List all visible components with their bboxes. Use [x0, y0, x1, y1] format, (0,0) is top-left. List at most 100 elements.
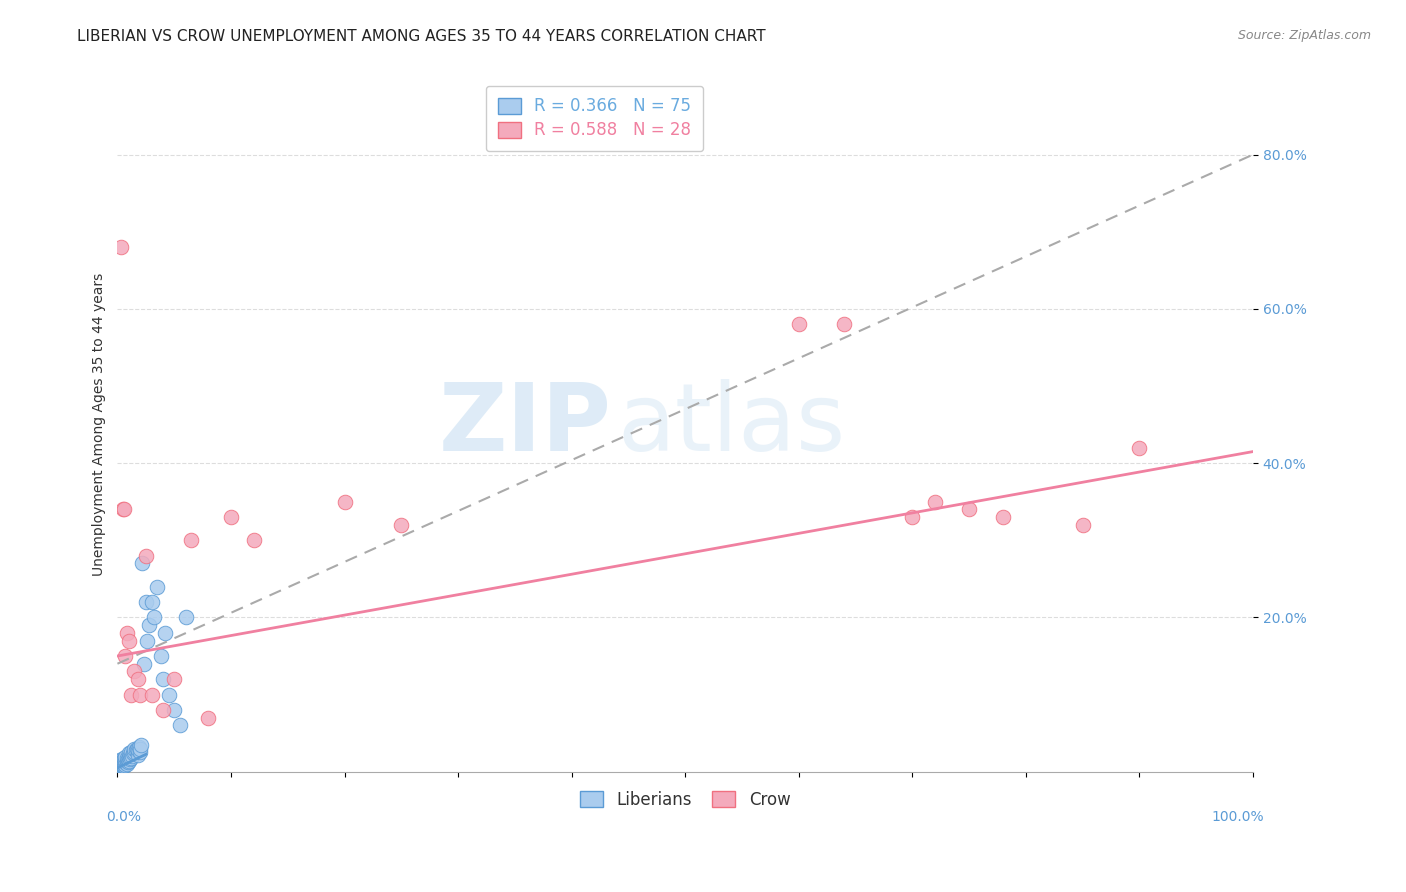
Point [108, 756, 131, 770]
Point [389, 517, 412, 532]
Point [114, 756, 136, 770]
Point [110, 757, 132, 772]
Point [924, 494, 946, 508]
Point [111, 760, 134, 774]
Point [124, 745, 146, 759]
Point [129, 741, 152, 756]
Point [118, 746, 141, 760]
Text: Source: ZipAtlas.com: Source: ZipAtlas.com [1237, 29, 1371, 42]
Point [333, 494, 356, 508]
Point [124, 743, 146, 757]
Point [1071, 517, 1094, 532]
Point [787, 318, 810, 332]
Point [112, 502, 135, 516]
Point [242, 533, 264, 548]
Point [111, 759, 134, 773]
Point [127, 743, 149, 757]
Point [127, 747, 149, 762]
Point [129, 746, 152, 760]
Point [157, 688, 180, 702]
Point [112, 759, 135, 773]
Point [135, 549, 157, 563]
Point [219, 510, 242, 524]
Point [141, 595, 163, 609]
Point [112, 756, 135, 771]
Point [174, 610, 197, 624]
Point [149, 648, 172, 663]
Text: LIBERIAN VS CROW UNEMPLOYMENT AMONG AGES 35 TO 44 YEARS CORRELATION CHART: LIBERIAN VS CROW UNEMPLOYMENT AMONG AGES… [77, 29, 766, 44]
Point [107, 756, 129, 771]
Point [957, 502, 980, 516]
Point [115, 756, 138, 771]
Text: 100.0%: 100.0% [1212, 810, 1264, 824]
Point [115, 754, 138, 768]
Point [110, 759, 132, 773]
Point [180, 533, 202, 548]
Point [138, 618, 160, 632]
Point [114, 757, 136, 772]
Point [118, 747, 141, 762]
Point [111, 756, 134, 770]
Point [112, 753, 135, 767]
Point [129, 688, 152, 702]
Point [107, 758, 129, 772]
Point [146, 580, 169, 594]
Point [169, 718, 191, 732]
Point [125, 741, 148, 756]
Point [115, 751, 138, 765]
Point [112, 756, 135, 770]
Point [1128, 441, 1150, 455]
Point [110, 240, 132, 254]
Point [107, 761, 129, 775]
Point [108, 759, 131, 773]
Point [124, 665, 146, 679]
Point [108, 761, 131, 775]
Point [108, 756, 131, 771]
Point [117, 756, 139, 770]
Point [131, 557, 153, 571]
Point [108, 753, 131, 767]
Text: 0.0%: 0.0% [105, 810, 141, 824]
Point [127, 672, 149, 686]
Point [108, 758, 131, 772]
Point [118, 754, 141, 768]
Point [108, 760, 131, 774]
Point [122, 746, 145, 760]
Point [121, 748, 143, 763]
Point [115, 625, 138, 640]
Point [114, 753, 136, 767]
Point [120, 746, 142, 760]
Text: atlas: atlas [617, 378, 845, 471]
Point [117, 751, 139, 765]
Point [110, 756, 132, 771]
Point [111, 752, 134, 766]
Point [112, 758, 135, 772]
Text: ZIP: ZIP [439, 378, 612, 471]
Point [112, 502, 135, 516]
Point [832, 318, 855, 332]
Point [112, 757, 135, 772]
Point [118, 633, 141, 648]
Point [163, 703, 186, 717]
Point [118, 752, 141, 766]
Point [993, 510, 1015, 524]
Point [114, 648, 136, 663]
Point [197, 711, 219, 725]
Point [135, 595, 157, 609]
Point [129, 738, 152, 752]
Point [153, 625, 176, 640]
Point [118, 750, 141, 764]
Point [107, 759, 129, 773]
Point [110, 754, 132, 768]
Point [136, 633, 159, 648]
Point [114, 750, 136, 764]
Point [132, 657, 155, 671]
Point [901, 510, 924, 524]
Point [142, 610, 165, 624]
Point [107, 761, 129, 775]
Point [112, 755, 135, 769]
Point [152, 672, 174, 686]
Point [110, 760, 132, 774]
Y-axis label: Unemployment Among Ages 35 to 44 years: Unemployment Among Ages 35 to 44 years [93, 273, 107, 576]
Point [141, 688, 163, 702]
